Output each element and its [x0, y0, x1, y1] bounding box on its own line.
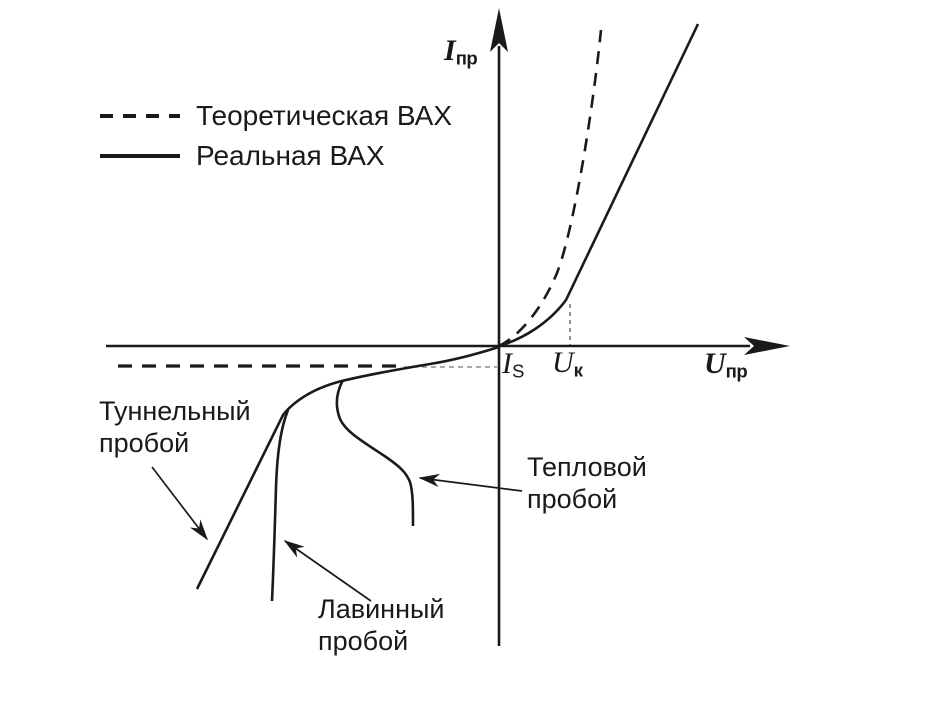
thermal-breakdown-label: Тепловой пробой	[527, 452, 647, 514]
saturation-current-subscript: S	[512, 360, 524, 382]
saturation-current-symbol: I	[502, 347, 512, 380]
saturation-current-label: IS	[502, 349, 524, 381]
thermal-annotation-arrow-icon	[418, 473, 523, 492]
legend-label-real: Реальная ВАХ	[196, 140, 385, 171]
y-axis-symbol: I	[444, 34, 456, 67]
y-axis-label: Iпр	[444, 34, 478, 69]
legend-item-theoretical: Теоретическая ВАХ	[100, 96, 452, 136]
knee-voltage-symbol: U	[552, 346, 574, 379]
x-axis-arrowhead-icon	[744, 337, 790, 355]
solid-line-sample-icon	[100, 154, 180, 158]
knee-voltage-label: Uк	[552, 346, 583, 381]
knee-voltage-subscript: к	[573, 359, 583, 381]
y-axis-arrowhead-icon	[490, 8, 508, 52]
theoretical-curve	[498, 29, 603, 348]
avalanche-breakdown-label: Лавинный пробой	[318, 594, 445, 656]
tunnel-breakdown-label: Туннельный пробой	[99, 396, 251, 458]
real-curve-forward	[498, 23, 700, 348]
y-axis-subscript: пр	[455, 47, 478, 69]
legend: Теоретическая ВАХ Реальная ВАХ	[100, 96, 452, 176]
avalanche-annotation-arrow-icon	[283, 540, 372, 602]
legend-item-real: Реальная ВАХ	[100, 136, 452, 176]
x-axis-symbol: U	[704, 347, 726, 380]
x-axis-label: Uпр	[704, 347, 748, 382]
thermal-breakdown-curve	[335, 379, 415, 527]
avalanche-breakdown-curve	[270, 409, 290, 602]
tunnel-annotation-arrow-icon	[151, 466, 208, 541]
dashed-line-sample-icon	[100, 114, 180, 118]
x-axis-subscript: пр	[725, 360, 748, 382]
tunnel-breakdown-curve	[195, 345, 500, 590]
legend-label-theoretical: Теоретическая ВАХ	[196, 100, 452, 131]
